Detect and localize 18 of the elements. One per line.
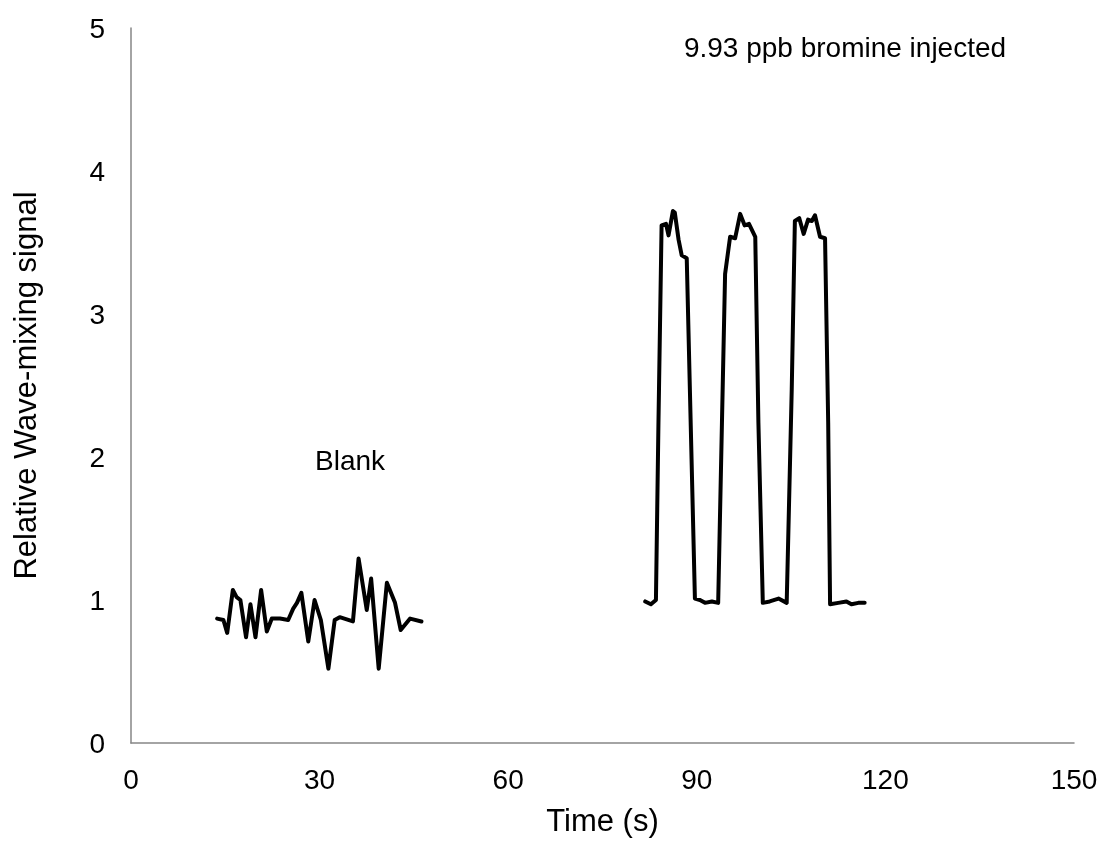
- y-axis-title: Relative Wave-mixing signal: [8, 191, 43, 580]
- annotation: Blank: [314, 444, 387, 476]
- annotation: 9.93 ppb bromine injected: [683, 31, 1007, 63]
- y-tick-label: 1: [89, 584, 105, 616]
- y-tick-label: 0: [89, 727, 105, 759]
- x-tick-label: 60: [492, 763, 524, 795]
- x-tick-label: 120: [862, 763, 909, 795]
- x-tick-label: 0: [123, 763, 139, 795]
- y-tick-label: 4: [89, 155, 105, 187]
- y-tick-label: 3: [89, 298, 105, 330]
- line-series: [215, 556, 424, 671]
- y-tick-label: 2: [89, 441, 105, 473]
- line-series: [643, 209, 867, 607]
- x-tick-label: 30: [304, 763, 336, 795]
- y-tick-label: 5: [89, 12, 105, 44]
- x-tick-label: 150: [1050, 763, 1098, 795]
- x-tick-label: 90: [681, 763, 713, 795]
- x-axis-title: Time (s): [546, 803, 659, 838]
